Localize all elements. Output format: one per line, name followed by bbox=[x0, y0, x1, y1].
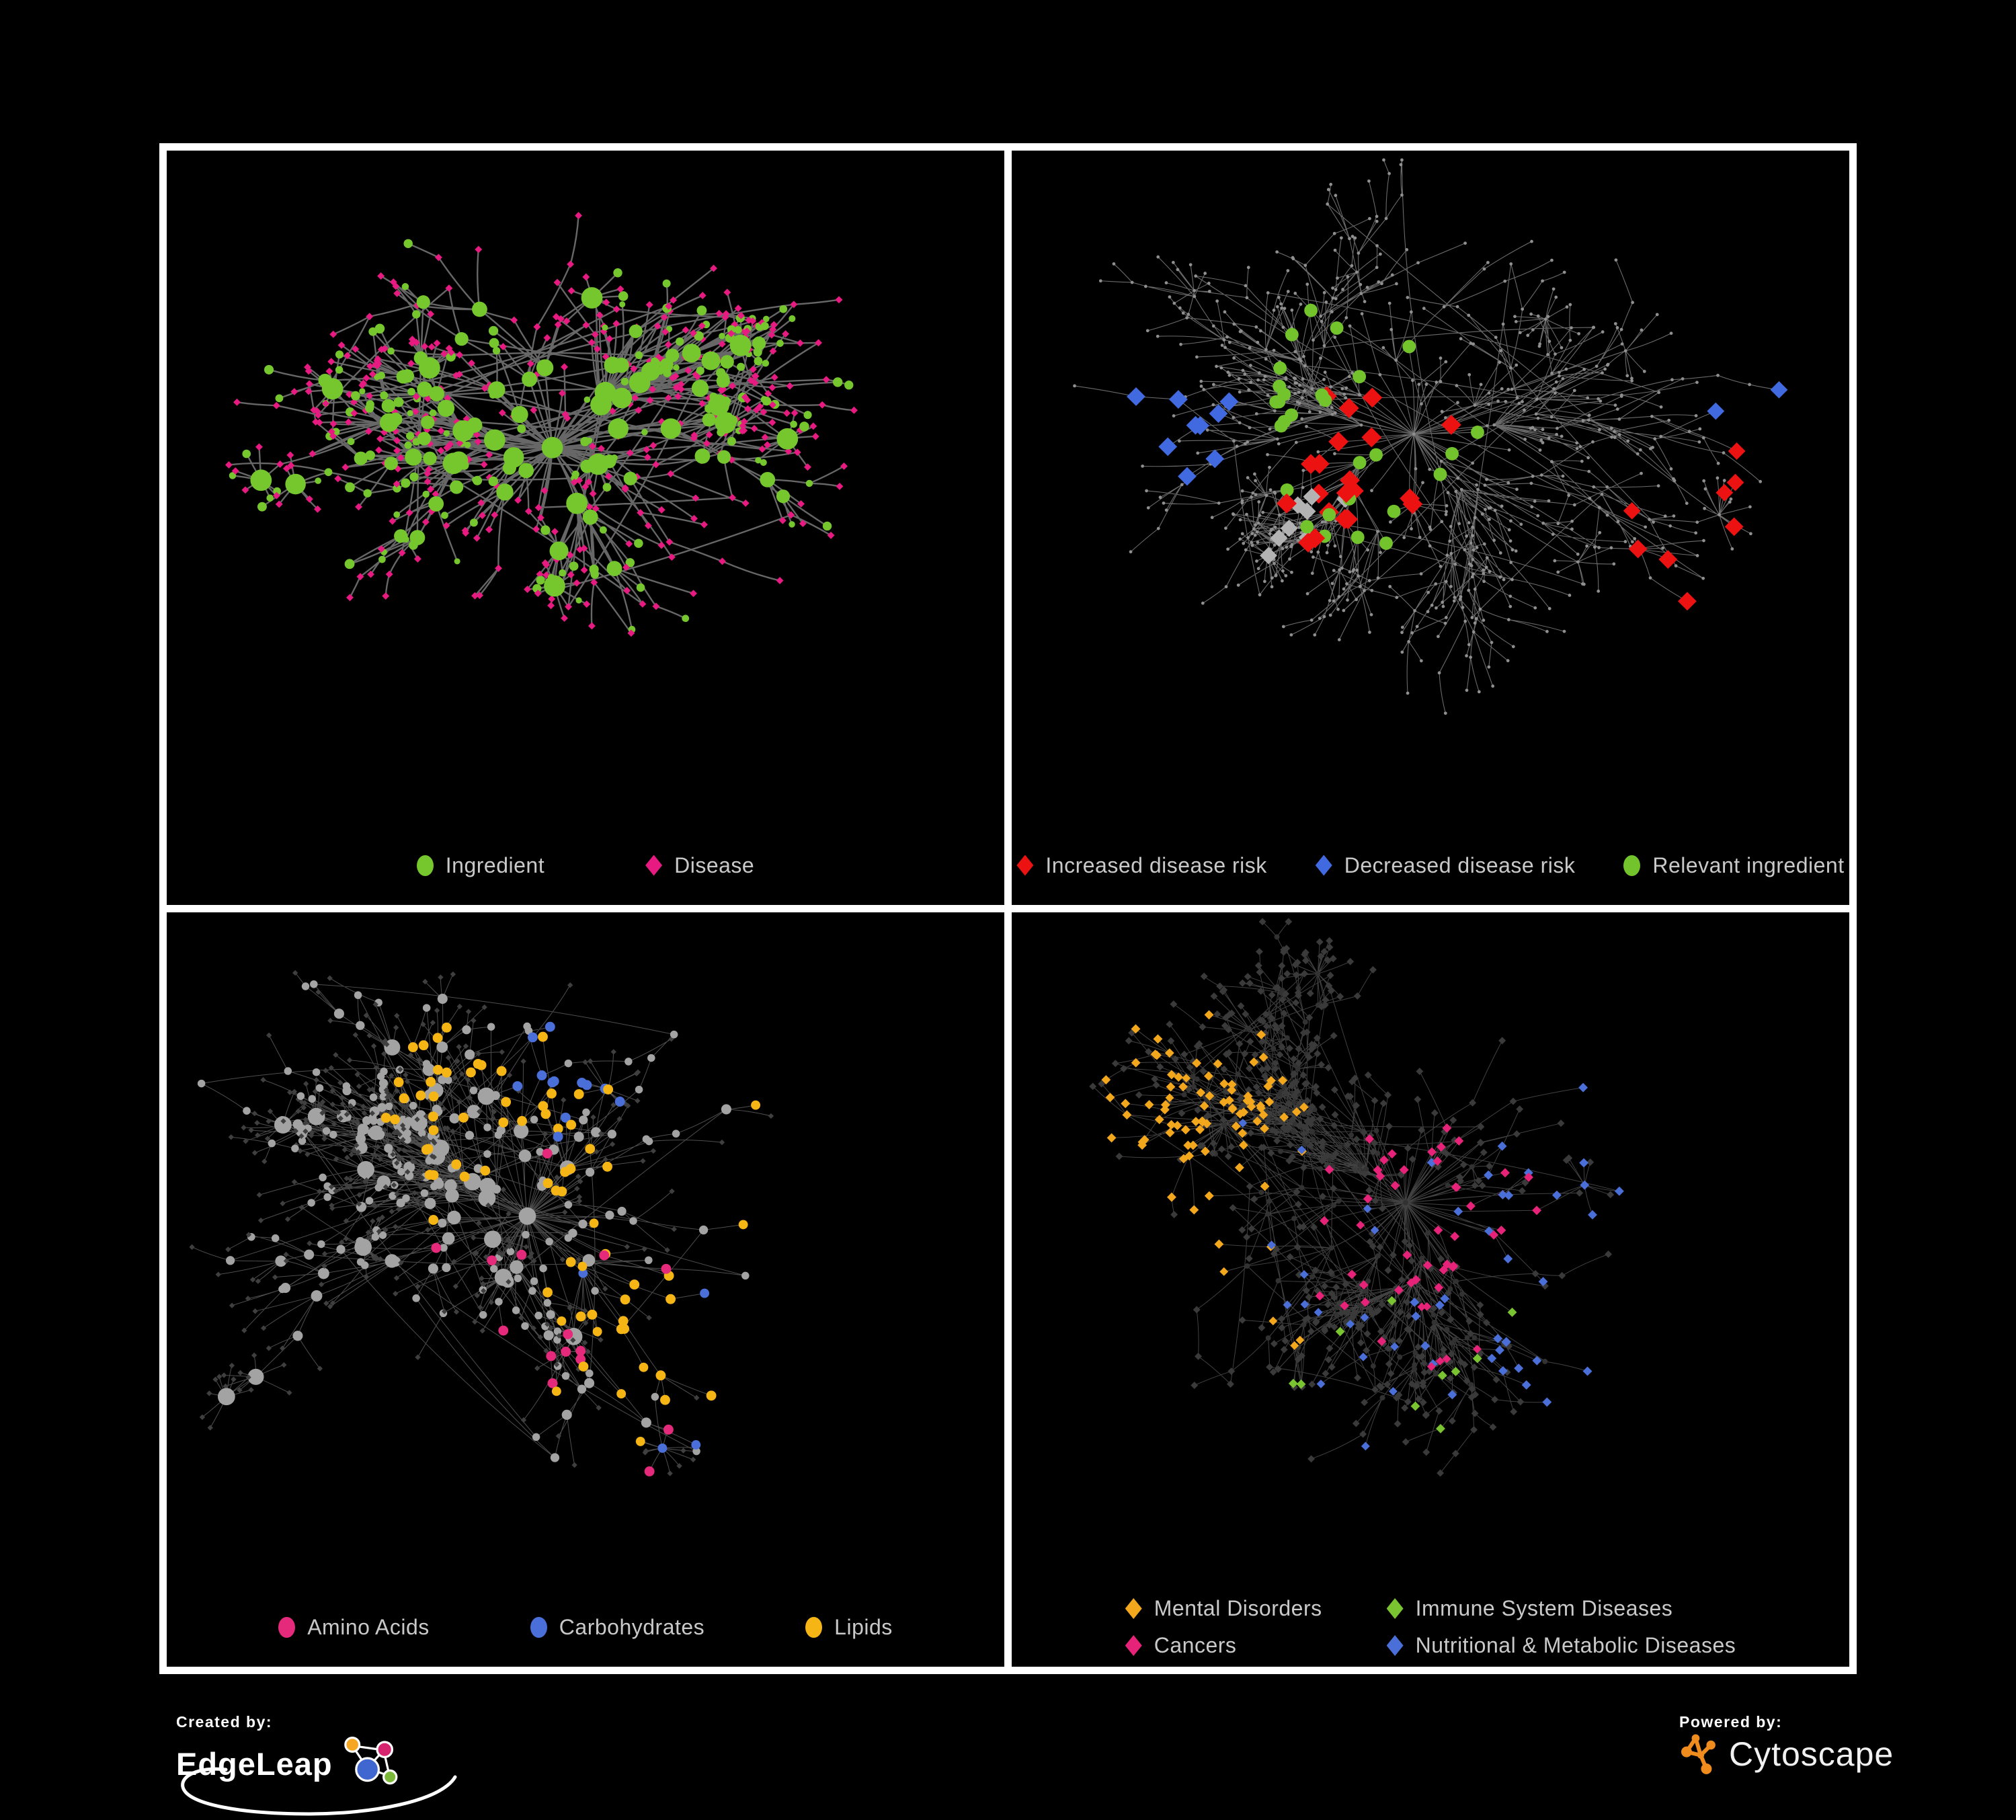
legend-item-nutritional-metabolic-diseases: Nutritional & Metabolic Diseases bbox=[1386, 1633, 1736, 1658]
legend-label: Cancers bbox=[1154, 1633, 1237, 1657]
legend-item-immune-system-diseases: Immune System Diseases bbox=[1386, 1596, 1736, 1621]
edgeleap-brand: EdgeLeap bbox=[176, 1745, 333, 1782]
disease-risk-network bbox=[1073, 158, 1788, 715]
diamond-swatch bbox=[1386, 1635, 1404, 1656]
panel-nutrient-classes: Amino Acids Carbohydrates Lipids bbox=[167, 912, 1004, 1667]
circle-swatch bbox=[278, 1616, 296, 1638]
legend-item-carbohydrates: Carbohydrates bbox=[530, 1615, 704, 1640]
legend-label: Mental Disorders bbox=[1154, 1596, 1322, 1620]
legend-item-relevant-ingredient: Relevant ingredient bbox=[1623, 853, 1844, 878]
legend-item-cancers: Cancers bbox=[1125, 1633, 1322, 1658]
cytoscape-logo-icon bbox=[1681, 1734, 1716, 1774]
diamond-swatch bbox=[645, 855, 663, 876]
panel-disease-risk: Increased disease risk Decreased disease … bbox=[1012, 151, 1849, 905]
created-by-label: Created by: bbox=[176, 1713, 273, 1731]
legend-label: Lipids bbox=[834, 1614, 893, 1639]
nutrient-classes-legend: Amino Acids Carbohydrates Lipids bbox=[167, 1587, 1004, 1667]
panel-disease-classes: Mental Disorders Immune System Diseases Ca… bbox=[1012, 912, 1849, 1667]
diamond-swatch bbox=[1315, 855, 1332, 876]
legend-label: Increased disease risk bbox=[1045, 853, 1267, 877]
ingredient-disease-network bbox=[225, 212, 858, 637]
ingredient-disease-legend: Ingredient Disease bbox=[167, 826, 1004, 905]
edgeleap-brand-row: EdgeLeap bbox=[176, 1733, 404, 1794]
legend-label: Nutritional & Metabolic Diseases bbox=[1415, 1633, 1736, 1657]
powered-by-label: Powered by: bbox=[1679, 1713, 1783, 1731]
legend-label: Relevant ingredient bbox=[1652, 853, 1845, 877]
circle-swatch bbox=[1623, 855, 1641, 876]
diamond-swatch bbox=[1386, 1598, 1404, 1619]
disease-classes-legend: Mental Disorders Immune System Diseases Ca… bbox=[1012, 1587, 1849, 1667]
edgeleap-credit: Created by: EdgeLeap bbox=[176, 1713, 457, 1816]
diamond-swatch bbox=[1125, 1635, 1142, 1656]
legend-item-lipids: Lipids bbox=[805, 1615, 893, 1640]
legend-item-decreased-disease-risk: Decreased disease risk bbox=[1315, 853, 1576, 878]
diamond-swatch bbox=[1016, 855, 1034, 876]
edgeleap-logo-icon bbox=[344, 1737, 398, 1785]
legend-item-amino-acids: Amino Acids bbox=[278, 1615, 430, 1640]
disease-classes-network bbox=[1089, 918, 1624, 1477]
legend-label: Disease bbox=[674, 853, 755, 877]
legend-item-increased-disease-risk: Increased disease risk bbox=[1016, 853, 1266, 878]
panel-grid: Ingredient Disease Increased disease risk… bbox=[159, 143, 1857, 1674]
legend-label: Decreased disease risk bbox=[1344, 853, 1576, 877]
circle-swatch bbox=[805, 1616, 823, 1638]
legend-label: Ingredient bbox=[445, 853, 545, 877]
legend-label: Immune System Diseases bbox=[1415, 1596, 1673, 1620]
legend-label: Carbohydrates bbox=[559, 1614, 705, 1639]
legend-item-ingredient: Ingredient bbox=[416, 853, 545, 878]
legend-label: Amino Acids bbox=[307, 1614, 430, 1639]
circle-swatch bbox=[530, 1616, 547, 1638]
nutrient-classes-network bbox=[189, 970, 774, 1476]
disease-risk-legend: Increased disease risk Decreased disease … bbox=[1012, 826, 1849, 905]
legend-item-mental-disorders: Mental Disorders bbox=[1125, 1596, 1322, 1621]
circle-swatch bbox=[416, 855, 434, 876]
cytoscape-credit: Powered by: Cytoscape bbox=[1679, 1713, 1894, 1776]
panel-ingredient-disease: Ingredient Disease bbox=[167, 151, 1004, 905]
footer: Created by: EdgeLeap Powered by: bbox=[0, 1674, 2016, 1820]
legend-item-disease: Disease bbox=[645, 853, 754, 878]
diamond-swatch bbox=[1125, 1598, 1142, 1619]
cytoscape-brand: Cytoscape bbox=[1729, 1735, 1894, 1773]
cytoscape-brand-row: Cytoscape bbox=[1679, 1733, 1894, 1776]
